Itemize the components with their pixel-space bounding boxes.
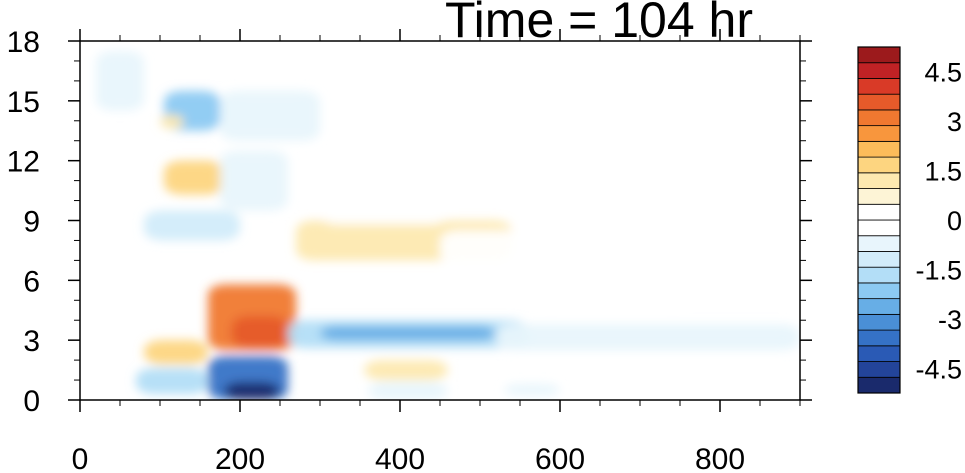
y-tick-label: 3 [23,325,40,358]
heatmap-cell-5 [136,368,208,395]
colorbar-bin [857,109,901,127]
colorbar-bin [857,376,901,394]
heatmap-cell-7 [320,326,496,341]
colorbar-tick-label: 4.5 [924,58,962,88]
colorbar-bin [857,345,901,362]
y-tick-label: 0 [23,385,40,418]
x-tick-label: 400 [375,443,425,473]
heatmap-cell-10 [368,382,448,400]
chart-title: Time = 104 hr [445,0,754,48]
colorbar-bin [857,188,901,205]
colorbar-bin [857,140,901,158]
colorbar-frame [857,46,901,394]
colorbar-bin [857,62,901,79]
colorbar-tick-label: -3 [938,305,962,335]
colorbar-tick-label: 3 [947,107,962,137]
colorbar-bin [857,235,901,252]
colorbar-bin [857,313,901,331]
heatmap-cell-21 [96,50,144,111]
x-tick-label: 600 [535,443,585,473]
colorbar-bin [857,46,901,64]
y-tick-label: 12 [7,146,40,179]
heatmap-cell-3 [224,382,280,400]
heatmap-cell-15 [164,160,224,195]
colorbar-bin [857,156,901,174]
colorbar-tick-label: -4.5 [915,354,962,384]
heatmap-cell-20 [220,90,320,141]
y-tick-label: 6 [23,265,40,298]
heatmap-cell-8 [496,324,800,351]
colorbar-bin [857,78,901,95]
y-tick-label: 18 [7,26,40,59]
colorbar-bin [857,93,901,111]
colorbar-bin [857,329,901,347]
x-tick-label: 200 [215,443,265,473]
colorbar-bin [857,203,901,221]
heatmap-cell-22 [448,64,496,111]
colorbar-tick-label: 1.5 [924,157,962,187]
heatmap-cell-17 [160,114,184,129]
heatmap-cell-18 [144,210,240,241]
heatmap-cell-4 [144,340,208,365]
colorbar-bin [857,282,901,300]
heatmap-cell-9 [364,360,448,381]
heatmap-cell-24 [504,384,560,397]
y-tick-label: 15 [7,86,40,119]
heatmap-cell-13 [320,180,448,225]
colorbar-bin [857,251,901,268]
x-tick-label: 800 [695,443,745,473]
y-tick-label: 9 [23,206,40,239]
colorbar-tick-label: -1.5 [915,255,962,285]
axes: 0 3 6 9 12 15 18 0 200 400 600 800 [7,26,812,473]
x-tick-label: 0 [72,443,89,473]
heatmap-cell-1 [232,316,288,349]
colorbar-bin [857,172,901,189]
heatmap-cell-19 [220,150,288,211]
colorbar-tick-label: 0 [947,206,962,236]
colorbar-bin [857,361,901,378]
colorbar: 4.5 3 1.5 0 -1.5 -3 -4.5 [857,46,962,394]
heatmap-cell-14 [536,276,688,305]
colorbar-bin [857,266,901,284]
colorbar-bin [857,125,901,142]
colorbar-bin [857,298,901,315]
heatmap-field [96,50,800,400]
heatmap-cell-12 [440,230,528,265]
colorbar-bin [857,219,901,237]
heatmap-cell-23 [608,376,688,393]
